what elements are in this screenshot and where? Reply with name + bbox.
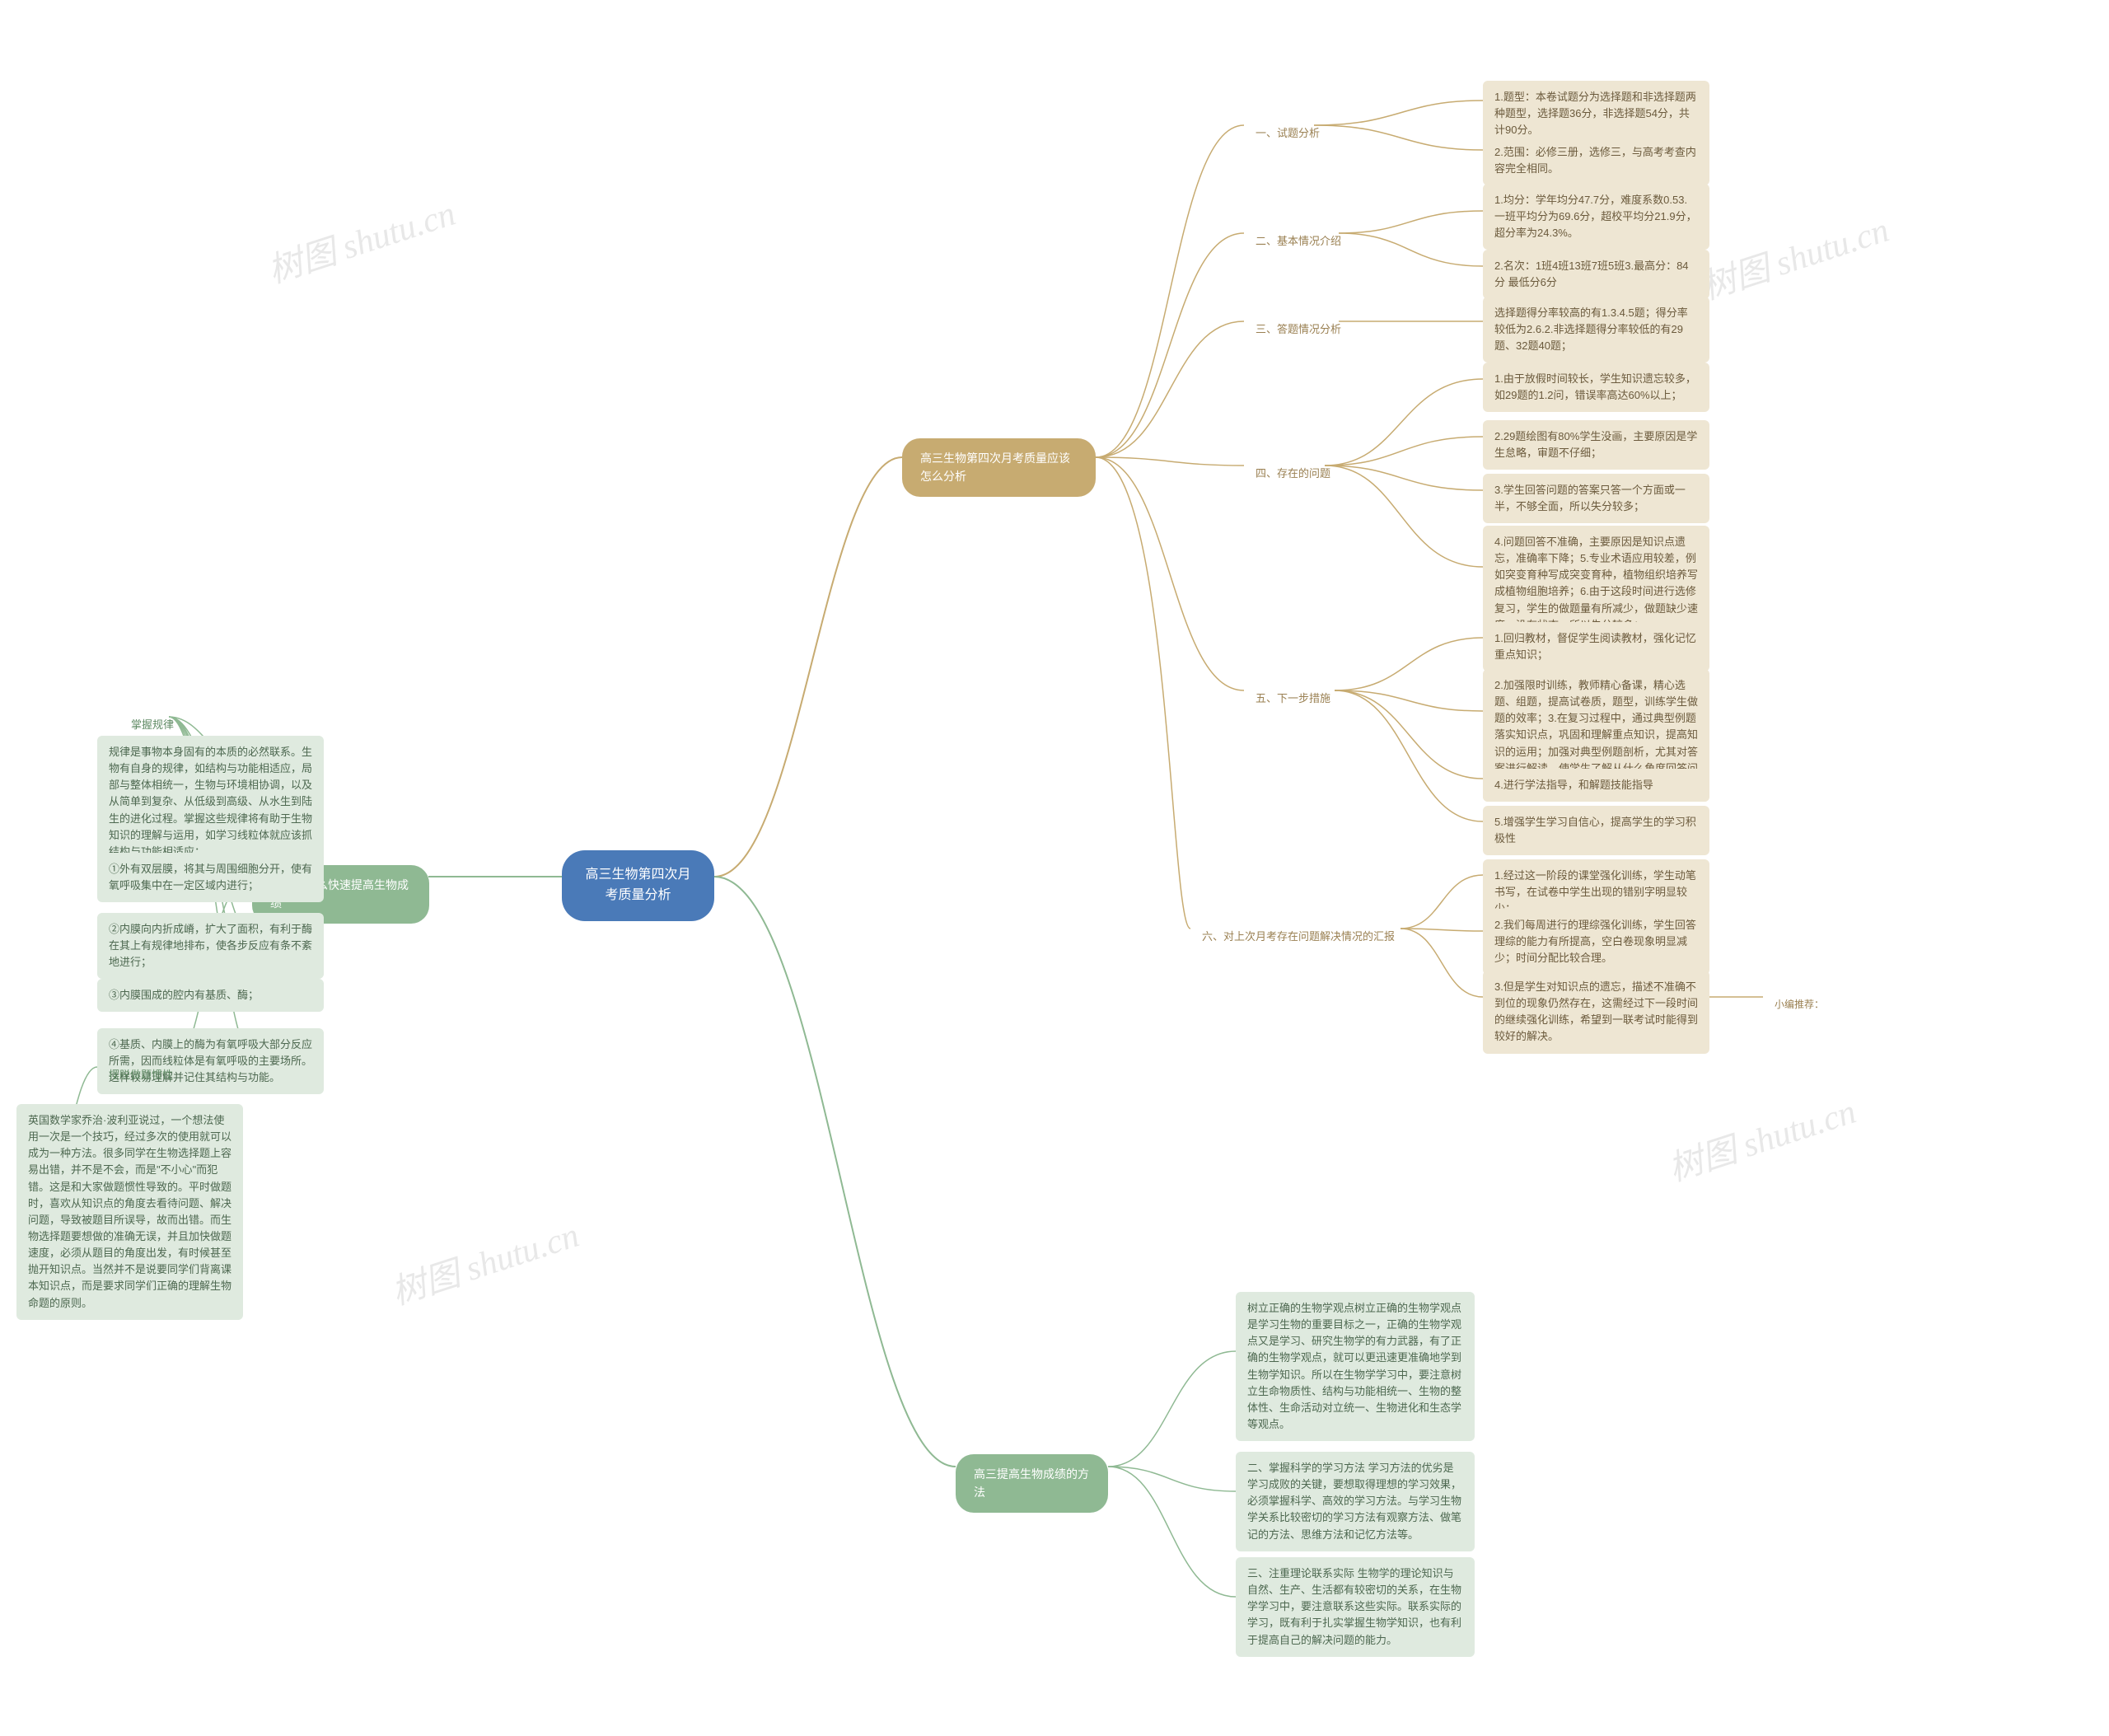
- branch3-label: 高三提高生物成绩的方法: [974, 1467, 1089, 1499]
- b1-s6-label[interactable]: 六、对上次月考存在问题解决情况的汇报: [1190, 920, 1406, 953]
- b1-s3-label[interactable]: 三、答题情况分析: [1244, 313, 1353, 346]
- b1-s1-label[interactable]: 一、试题分析: [1244, 117, 1331, 150]
- watermark: 树图 shutu.cn: [1694, 202, 1894, 310]
- root-label: 高三生物第四次月考质量分析: [585, 868, 690, 902]
- b1-s2-n2: 2.名次：1班4班13班7班5班3.最高分：84分 最低分6分: [1483, 250, 1709, 299]
- watermark: 树图 shutu.cn: [384, 1207, 584, 1315]
- b2-s1-n2: ①外有双层膜，将其与周围细胞分开，使有氧呼吸集中在一定区域内进行；: [97, 853, 324, 902]
- b2-s1-n1: 规律是事物本身固有的本质的必然联系。生物有自身的规律，如结构与功能相适应，局部与…: [97, 736, 324, 868]
- watermark: 树图 shutu.cn: [1661, 1083, 1861, 1191]
- b2-s1-n3: ②内膜向内折成嵴，扩大了面积，有利于酶在其上有规律地排布，使各步反应有条不紊地进…: [97, 913, 324, 979]
- watermark: 树图 shutu.cn: [260, 185, 461, 293]
- b1-s4-label[interactable]: 四、存在的问题: [1244, 457, 1342, 490]
- b1-s4-n2: 2.29题绘图有80%学生没画，主要原因是学生怠略，审题不仔细；: [1483, 420, 1709, 470]
- b1-s5-n1: 1.回归教材，督促学生阅读教材，强化记忆重点知识；: [1483, 622, 1709, 671]
- b2-s2-n1: 英国数学家乔治·波利亚说过，一个想法使用一次是一个技巧，经过多次的使用就可以成为…: [16, 1104, 243, 1320]
- b1-s5-label[interactable]: 五、下一步措施: [1244, 682, 1342, 715]
- b2-s1-n4: ③内膜围成的腔内有基质、酶；: [97, 979, 324, 1012]
- b1-s5-n4: 5.增强学生学习自信心，提高学生的学习积极性: [1483, 806, 1709, 855]
- b3-n3: 三、注重理论联系实际 生物学的理论知识与自然、生产、生活都有较密切的关系，在生物…: [1236, 1557, 1475, 1657]
- b1-s3-n1: 选择题得分率较高的有1.3.4.5题；得分率较低为2.6.2.非选择题得分率较低…: [1483, 297, 1709, 363]
- b3-n1: 树立正确的生物学观点树立正确的生物学观点是学习生物的重要目标之一，正确的生物学观…: [1236, 1292, 1475, 1441]
- b1-s6-n4: 小编推荐：: [1763, 989, 1835, 1021]
- branch1-label: 高三生物第四次月考质量应该怎么分析: [920, 452, 1070, 483]
- branch3-node[interactable]: 高三提高生物成绩的方法: [956, 1454, 1108, 1513]
- mindmap-canvas: 树图 shutu.cn 树图 shutu.cn 树图 shutu.cn 树图 s…: [0, 0, 2109, 1736]
- branch1-node[interactable]: 高三生物第四次月考质量应该怎么分析: [902, 438, 1096, 497]
- b3-n2: 二、掌握科学的学习方法 学习方法的优劣是学习成败的关键，要想取得理想的学习效果，…: [1236, 1452, 1475, 1551]
- b1-s4-n3: 3.学生回答问题的答案只答一个方面或一半，不够全面，所以失分较多；: [1483, 474, 1709, 523]
- b1-s6-n3: 3.但是学生对知识点的遗忘，描述不准确不到位的现象仍然存在，这需经过下一段时间的…: [1483, 971, 1709, 1054]
- b1-s1-n2: 2.范围：必修三册，选修三，与高考考查内容完全相同。: [1483, 136, 1709, 185]
- b1-s2-label[interactable]: 二、基本情况介绍: [1244, 225, 1353, 258]
- root-node[interactable]: 高三生物第四次月考质量分析: [562, 850, 714, 921]
- b1-s5-n3: 4.进行学法指导，和解题技能指导: [1483, 769, 1709, 802]
- b1-s4-n1: 1.由于放假时间较长，学生知识遗忘较多，如29题的1.2问，错误率高达60%以上…: [1483, 363, 1709, 412]
- b1-s6-n2: 2.我们每周进行的理综强化训练，学生回答理综的能力有所提高，空白卷现象明显减少；…: [1483, 909, 1709, 975]
- b2-s2-label[interactable]: 摆脱做题惯性: [97, 1059, 185, 1092]
- b1-s2-n1: 1.均分：学年均分47.7分，难度系数0.53.一班平均分为69.6分，超校平均…: [1483, 184, 1709, 250]
